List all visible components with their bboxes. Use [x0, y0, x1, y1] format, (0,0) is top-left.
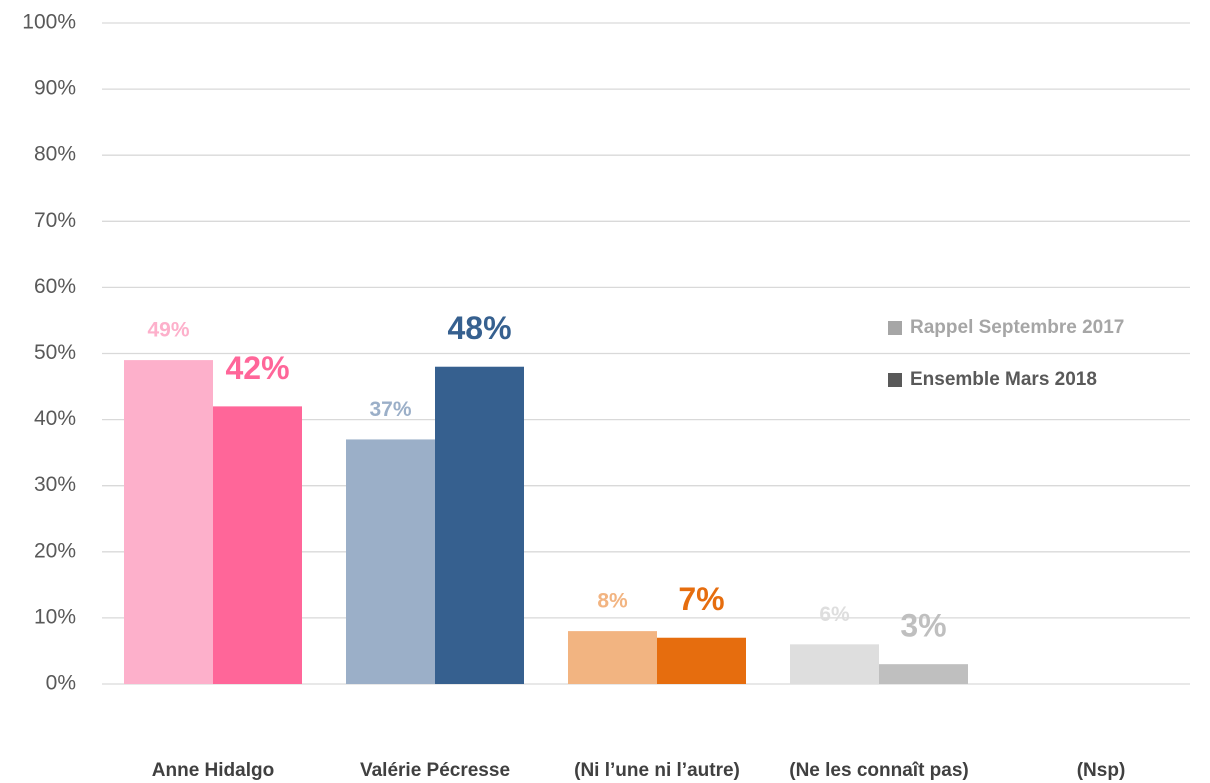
legend-marker [888, 373, 902, 387]
bar [346, 439, 435, 684]
y-tick-label: 50% [34, 341, 76, 364]
x-tick-label: Anne Hidalgo [152, 760, 274, 781]
data-label: 8% [597, 590, 628, 613]
y-tick-label: 70% [34, 209, 76, 232]
data-label: 42% [225, 350, 289, 386]
x-tick-label: (Nsp) [1077, 760, 1126, 781]
data-label: 6% [819, 603, 850, 626]
bar [879, 664, 968, 684]
data-label: 48% [447, 310, 511, 346]
bar [790, 644, 879, 684]
y-tick-label: 0% [46, 672, 76, 695]
bar [435, 366, 524, 684]
y-tick-label: 40% [34, 407, 76, 430]
data-label: 3% [900, 608, 946, 644]
bar [124, 360, 213, 684]
y-tick-label: 80% [34, 143, 76, 166]
x-tick-label: (Ni l’une ni l’autre) [574, 760, 740, 781]
legend-label: Rappel Septembre 2017 [910, 317, 1124, 338]
data-label: 7% [678, 581, 724, 617]
bar [657, 637, 746, 684]
y-tick-label: 60% [34, 275, 76, 298]
y-tick-label: 10% [34, 605, 76, 628]
y-tick-label: 20% [34, 539, 76, 562]
y-tick-label: 30% [34, 473, 76, 496]
data-label: 37% [369, 398, 411, 421]
legend-label: Ensemble Mars 2018 [910, 369, 1097, 390]
y-tick-label: 90% [34, 77, 76, 100]
bar [213, 406, 302, 684]
legend-marker [888, 321, 902, 335]
y-tick-label: 100% [22, 11, 76, 34]
data-label: 49% [147, 319, 189, 342]
bar [568, 631, 657, 684]
x-tick-label: Valérie Pécresse [360, 760, 510, 781]
x-tick-label: (Ne les connaît pas) [789, 760, 969, 781]
